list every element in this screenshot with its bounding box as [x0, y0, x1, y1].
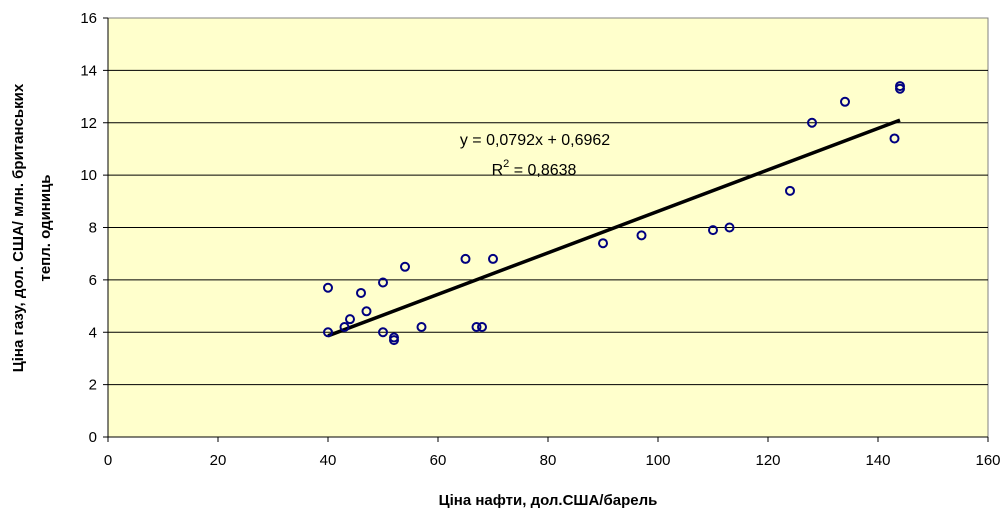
data-point [339, 322, 350, 333]
data-point [636, 230, 647, 241]
gridlines [108, 69, 988, 386]
y-tick-label: 14 [80, 62, 97, 79]
data-point [840, 96, 850, 107]
data-point [323, 282, 333, 293]
x-tick-label: 40 [320, 452, 337, 469]
trend-equation: y = 0,0792x + 0,6962 [460, 132, 610, 149]
x-tick-label: 20 [210, 452, 227, 469]
axes [103, 17, 989, 442]
data-point [356, 287, 366, 298]
x-tick-label: 0 [104, 452, 112, 469]
data-point [471, 322, 482, 333]
x-tick-labels: 0 20 40 60 80 100 120 140 160 [104, 452, 1001, 469]
x-tick-label: 120 [755, 452, 780, 469]
trendline [327, 118, 901, 338]
r-squared-sup: 2 [503, 158, 509, 170]
y-tick-label: 12 [80, 115, 97, 132]
data-point [323, 327, 333, 338]
data-point [378, 327, 388, 338]
r-squared-prefix: R [492, 162, 504, 179]
data-point [416, 322, 427, 333]
data-point [708, 225, 718, 236]
data-point [477, 322, 487, 333]
y-tick-label: 2 [89, 377, 97, 394]
y-tick-label: 4 [89, 324, 97, 341]
y-tick-label: 6 [89, 272, 97, 289]
y-axis-title-line1: Ціна газу, дол. США/ млн. британських [10, 83, 27, 372]
x-tick-label: 140 [865, 452, 890, 469]
data-point [807, 117, 817, 128]
data-point [345, 314, 355, 325]
y-tick-labels: 0 2 4 6 8 10 12 14 16 [80, 10, 97, 446]
x-tick-label: 100 [645, 452, 670, 469]
data-point [488, 253, 498, 264]
data-point [724, 222, 735, 233]
x-tick-label: 160 [975, 452, 1000, 469]
y-tick-label: 8 [89, 220, 97, 237]
y-tick-label: 16 [80, 10, 97, 27]
data-point [378, 277, 388, 288]
data-point [361, 306, 372, 317]
y-tick-label: 0 [89, 429, 97, 446]
data-point [389, 335, 399, 346]
y-axis-title-line2: тепл. одиниць [37, 174, 54, 281]
r-squared-value: = 0,8638 [509, 162, 576, 179]
data-point [889, 133, 900, 144]
data-point [895, 83, 905, 94]
data-point [400, 261, 410, 272]
x-tick-label: 60 [430, 452, 447, 469]
x-tick-label: 80 [540, 452, 557, 469]
y-tick-label: 10 [80, 167, 97, 184]
data-points [323, 81, 905, 346]
data-point [460, 253, 471, 264]
data-point [598, 238, 608, 249]
r-squared-label: R2 = 0,8638 [492, 158, 577, 179]
data-point [785, 185, 795, 196]
x-axis-title: Ціна нафти, дол.США/барель [439, 492, 658, 509]
